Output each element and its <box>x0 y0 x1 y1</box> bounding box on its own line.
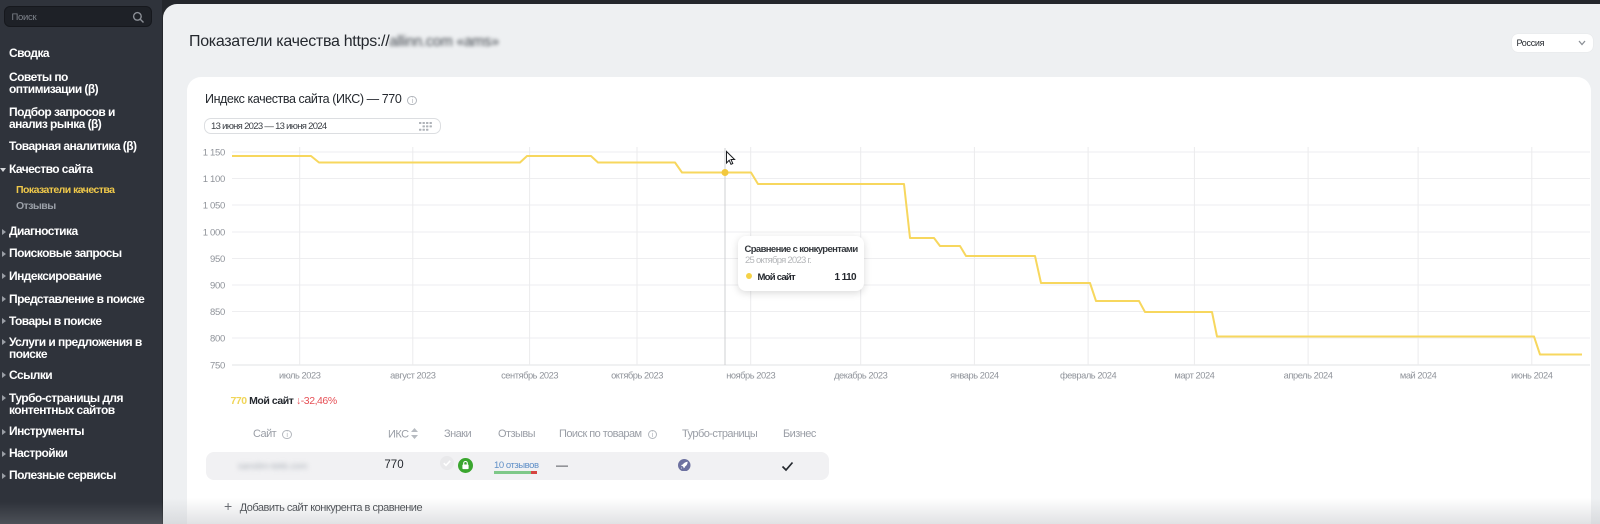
svg-text:750: 750 <box>210 361 225 372</box>
svg-text:950: 950 <box>210 254 225 265</box>
svg-text:850: 850 <box>210 307 225 318</box>
svg-text:февраль 2024: февраль 2024 <box>1060 371 1117 381</box>
svg-text:январь 2024: январь 2024 <box>950 371 999 381</box>
svg-text:октябрь 2023: октябрь 2023 <box>611 371 663 381</box>
svg-text:июнь 2024: июнь 2024 <box>1511 371 1553 381</box>
svg-text:декабрь 2023: декабрь 2023 <box>834 371 888 381</box>
svg-text:1 150: 1 150 <box>203 148 225 159</box>
svg-text:май 2024: май 2024 <box>1400 371 1437 381</box>
svg-text:март 2024: март 2024 <box>1174 371 1214 381</box>
svg-text:1 050: 1 050 <box>203 201 225 212</box>
svg-text:июль 2023: июль 2023 <box>279 371 321 381</box>
svg-text:апрель 2024: апрель 2024 <box>1284 371 1333 381</box>
svg-text:ноябрь 2023: ноябрь 2023 <box>726 371 775 381</box>
svg-text:900: 900 <box>210 281 225 292</box>
svg-text:1 000: 1 000 <box>203 228 225 239</box>
svg-text:800: 800 <box>210 334 225 345</box>
svg-text:1 100: 1 100 <box>203 174 225 185</box>
svg-text:август 2023: август 2023 <box>390 371 436 381</box>
svg-text:сентябрь 2023: сентябрь 2023 <box>501 371 558 381</box>
